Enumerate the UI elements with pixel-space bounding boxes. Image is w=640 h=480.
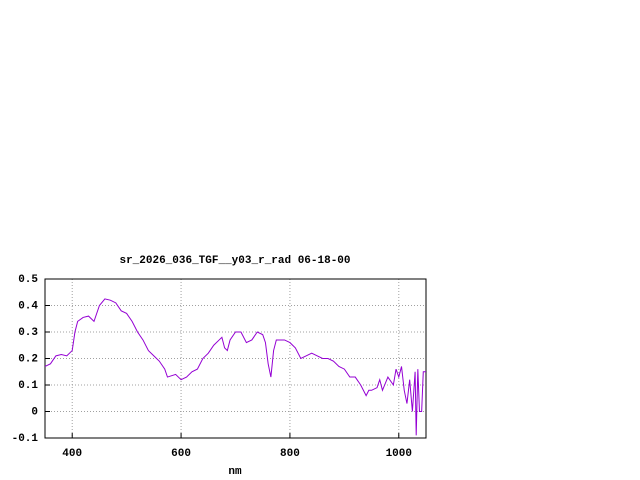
y-tick-label: 0.5 — [18, 274, 38, 286]
y-tick-label: -0.1 — [12, 433, 39, 445]
y-tick-label: 0.3 — [18, 327, 38, 339]
x-tick-label: 800 — [280, 448, 300, 460]
x-axis-label: nm — [228, 466, 242, 478]
x-tick-label: 400 — [62, 448, 82, 460]
plot-border — [44, 278, 427, 439]
x-tick-label: 1000 — [386, 448, 412, 460]
data-line — [44, 298, 426, 436]
y-tick-label: 0 — [31, 406, 38, 418]
chart-title: sr_2026_036_TGF__y03_r_rad 06-18-00 — [119, 255, 350, 267]
y-tick-label: 0.1 — [18, 380, 38, 392]
y-tick-label: 0.4 — [18, 300, 38, 312]
y-tick-label: 0.2 — [18, 353, 38, 365]
x-tick-label: 600 — [171, 448, 191, 460]
